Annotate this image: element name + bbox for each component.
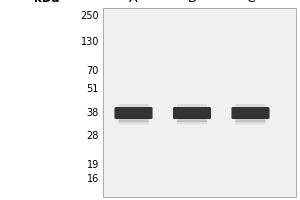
Text: B: B <box>188 0 196 5</box>
FancyBboxPatch shape <box>236 104 266 109</box>
Text: 38: 38 <box>87 108 99 118</box>
FancyBboxPatch shape <box>115 107 152 119</box>
FancyBboxPatch shape <box>177 116 207 122</box>
FancyBboxPatch shape <box>236 120 266 124</box>
Text: kDa: kDa <box>34 0 59 5</box>
FancyBboxPatch shape <box>173 107 211 119</box>
FancyBboxPatch shape <box>118 104 149 109</box>
FancyBboxPatch shape <box>177 104 207 109</box>
FancyBboxPatch shape <box>236 116 266 122</box>
Text: 70: 70 <box>87 66 99 76</box>
Text: C: C <box>246 0 255 5</box>
FancyBboxPatch shape <box>118 116 149 122</box>
Text: 130: 130 <box>81 37 99 47</box>
FancyBboxPatch shape <box>118 120 149 124</box>
Text: 250: 250 <box>80 11 99 21</box>
Text: 28: 28 <box>87 131 99 141</box>
FancyBboxPatch shape <box>103 8 296 197</box>
FancyBboxPatch shape <box>232 107 270 119</box>
Text: A: A <box>129 0 138 5</box>
Text: 51: 51 <box>87 84 99 94</box>
Text: 16: 16 <box>87 174 99 184</box>
FancyBboxPatch shape <box>177 120 207 124</box>
Text: 19: 19 <box>87 160 99 170</box>
